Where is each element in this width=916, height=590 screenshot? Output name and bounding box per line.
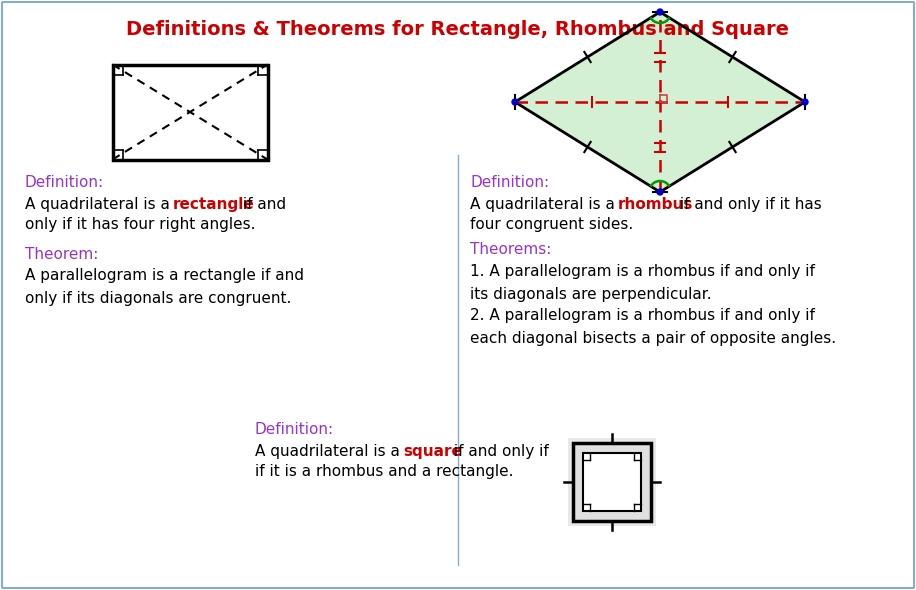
Text: A parallelogram is a rectangle if and
only if its diagonals are congruent.: A parallelogram is a rectangle if and on… [25, 268, 304, 306]
Text: Definition:: Definition: [470, 175, 549, 190]
Circle shape [512, 99, 518, 105]
Bar [568, 438, 656, 526]
Text: rhombus: rhombus [618, 197, 693, 212]
Circle shape [657, 189, 663, 195]
Circle shape [802, 99, 808, 105]
Text: rectangle: rectangle [173, 197, 255, 212]
Bar [583, 453, 641, 511]
Text: Definition:: Definition: [255, 422, 334, 437]
Polygon shape [515, 12, 805, 192]
Text: four congruent sides.: four congruent sides. [470, 217, 633, 232]
Text: Definitions & Theorems for Rectangle, Rhombus and Square: Definitions & Theorems for Rectangle, Rh… [126, 20, 790, 39]
Bar [573, 443, 651, 521]
Text: A quadrilateral is a: A quadrilateral is a [470, 197, 620, 212]
Text: 2. A parallelogram is a rhombus if and only if
each diagonal bisects a pair of o: 2. A parallelogram is a rhombus if and o… [470, 308, 836, 346]
Text: 1. A parallelogram is a rhombus if and only if
its diagonals are perpendicular.: 1. A parallelogram is a rhombus if and o… [470, 264, 815, 302]
Bar [113, 64, 267, 159]
Circle shape [657, 9, 663, 15]
Text: A quadrilateral is a: A quadrilateral is a [255, 444, 405, 459]
Text: square: square [403, 444, 462, 459]
Text: Theorem:: Theorem: [25, 247, 98, 262]
Text: Theorems:: Theorems: [470, 242, 551, 257]
Text: if and only if it has: if and only if it has [675, 197, 822, 212]
Text: if and: if and [238, 197, 286, 212]
Text: A quadrilateral is a: A quadrilateral is a [25, 197, 175, 212]
Text: Definition:: Definition: [25, 175, 104, 190]
Text: if it is a rhombus and a rectangle.: if it is a rhombus and a rectangle. [255, 464, 514, 479]
Text: if and only if: if and only if [449, 444, 549, 459]
Text: only if it has four right angles.: only if it has four right angles. [25, 217, 256, 232]
